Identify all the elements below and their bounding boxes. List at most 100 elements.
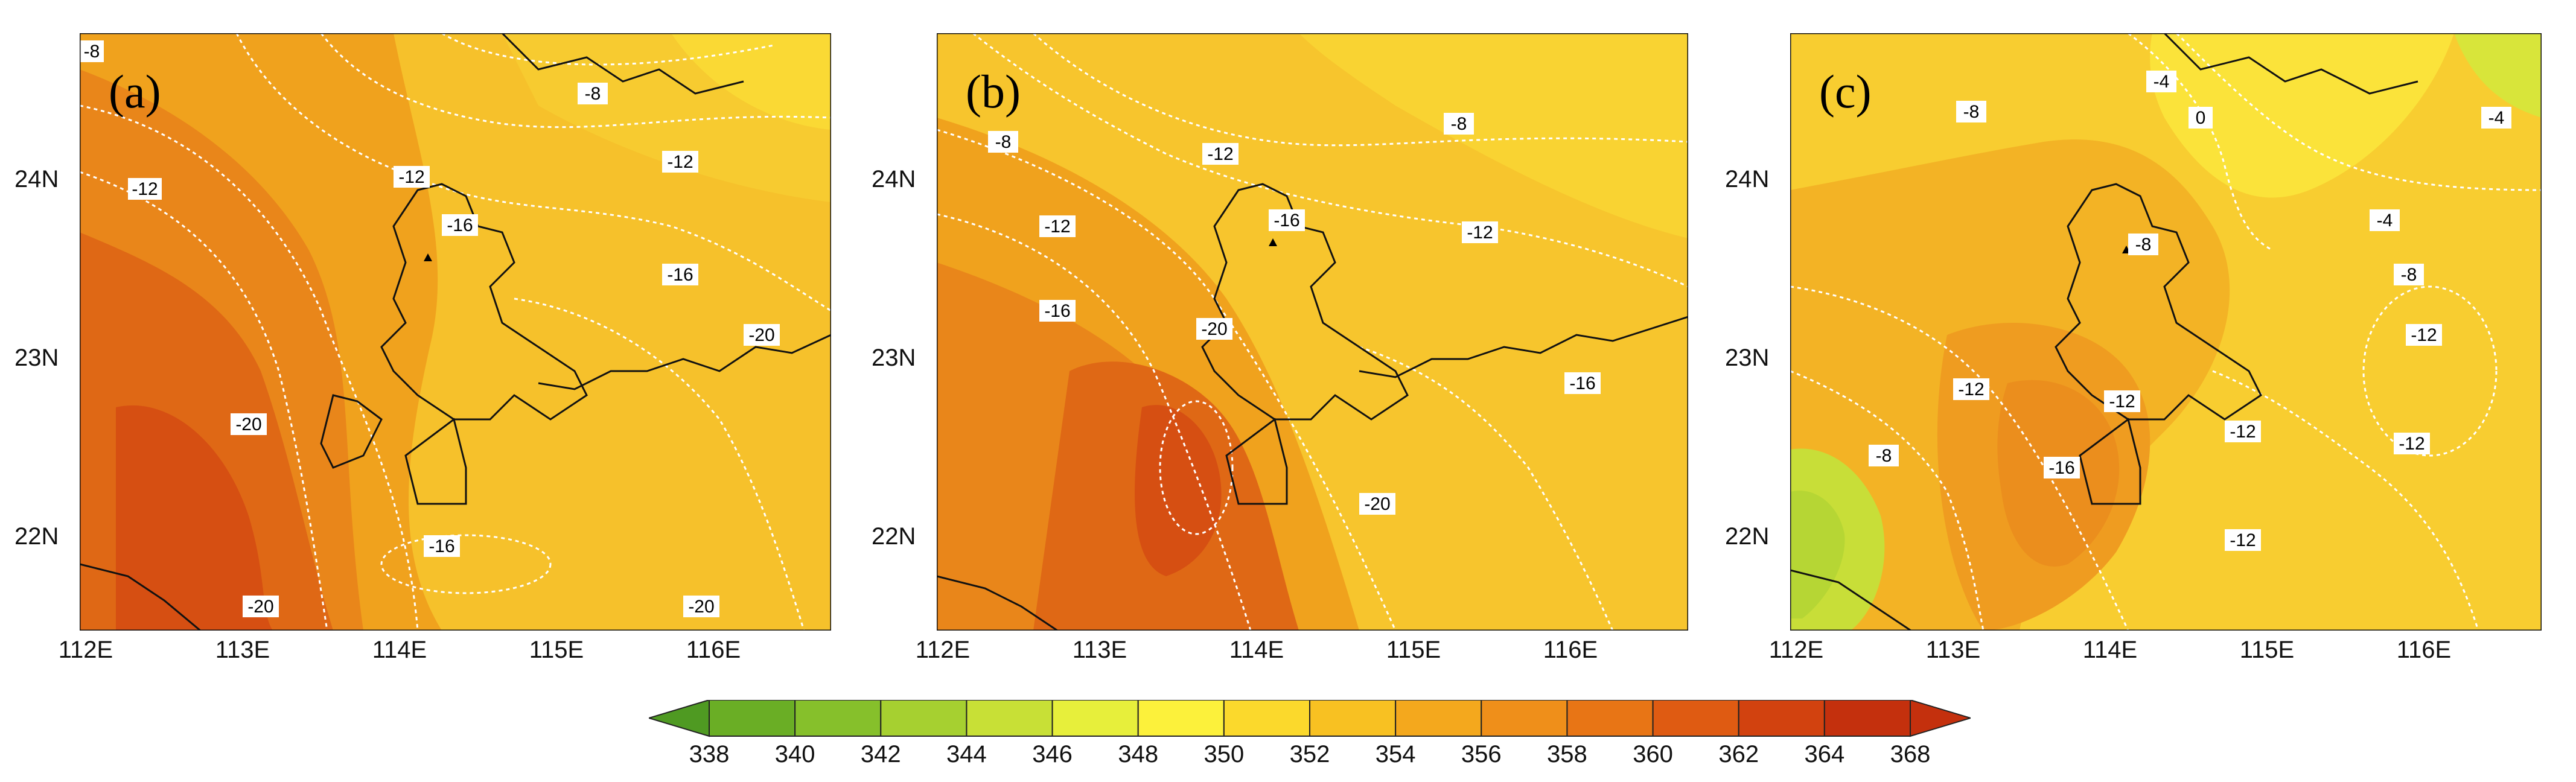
colorbar-tick-label: 344	[946, 741, 987, 768]
colorbar-bin	[1137, 700, 1225, 737]
y-tick-label: 24N	[14, 166, 59, 192]
y-tick-label: 22N	[872, 523, 916, 550]
colorbar-bin	[880, 700, 968, 737]
y-tick-label: 23N	[14, 345, 59, 371]
colorbar-bin	[709, 700, 796, 737]
colorbar-max-arrow	[1910, 700, 1971, 737]
colorbar-tick-label: 354	[1375, 741, 1416, 768]
contour-label: -16	[1044, 301, 1070, 321]
contour-label: -12	[2399, 434, 2425, 454]
colorbar-tick-label: 360	[1633, 741, 1673, 768]
contour-label: -12	[667, 152, 693, 172]
contour-label: -16	[667, 265, 693, 285]
panel-c: -4 0 -8 -4 -4 -8 -8 -12 -12 -12 -12 -12 …	[1725, 33, 2542, 663]
x-tick-label: 114E	[372, 637, 427, 663]
y-tick-label: 22N	[1725, 523, 1770, 550]
colorbar-tick-label: 342	[860, 741, 901, 768]
contour-label: -4	[2154, 72, 2170, 92]
colorbar-bin	[1652, 700, 1739, 737]
panel-b-label: (b)	[966, 65, 1021, 118]
contour-label: -20	[748, 325, 774, 345]
contour-label: -20	[688, 597, 714, 617]
x-tick-label: 114E	[2082, 637, 2138, 663]
colorbar-bin	[1223, 700, 1310, 737]
x-tick-label: 115E	[2239, 637, 2295, 663]
x-tick-label: 112E	[1768, 637, 1824, 663]
colorbar-tick-label: 346	[1032, 741, 1073, 768]
colorbar-bin	[1738, 700, 1825, 737]
contour-label: 0	[2196, 108, 2206, 128]
contour-label: -8	[1451, 114, 1467, 134]
colorbar-bin	[794, 700, 882, 737]
panel-a-map: -12 -8 -8 -12 -12 -16 -16 -20 -20 -16 -2…	[80, 33, 831, 631]
colorbar-bin	[1051, 700, 1139, 737]
x-tick-label: 116E	[1543, 637, 1598, 663]
y-tick-label: 23N	[872, 345, 916, 371]
contour-label: -12	[2230, 422, 2256, 442]
y-tick-label: 23N	[1725, 345, 1770, 371]
contour-label: -20	[1201, 319, 1227, 339]
contour-label: -12	[2109, 392, 2135, 412]
contour-label: -4	[2377, 211, 2393, 230]
contour-label: -8	[2135, 235, 2152, 255]
colorbar-bin	[1566, 700, 1654, 737]
contour-label: -20	[235, 415, 261, 434]
colorbar-bin	[1309, 700, 1397, 737]
panel-a-label: (a)	[109, 65, 161, 118]
contour-label: -12	[1207, 144, 1233, 164]
contour-label: -12	[2230, 530, 2256, 550]
contour-label: -8	[2401, 265, 2417, 285]
x-tick-label: 112E	[58, 637, 113, 663]
contour-label: -16	[1274, 211, 1299, 230]
contour-label: -8	[1876, 446, 1892, 466]
x-tick-label: 115E	[529, 637, 584, 663]
y-tick-label: 22N	[14, 523, 59, 550]
contour-label: -8	[995, 132, 1012, 152]
x-tick-label: 116E	[686, 637, 741, 663]
contour-label: -12	[1467, 223, 1493, 243]
colorbar-tick-label: 362	[1718, 741, 1759, 768]
colorbar-tick-label: 364	[1804, 741, 1845, 768]
contour-label: -20	[247, 597, 273, 617]
panel-c-map: -4 0 -8 -4 -4 -8 -8 -12 -12 -12 -12 -12 …	[1790, 33, 2542, 631]
contour-label: -12	[1044, 217, 1070, 237]
contour-label: -16	[429, 536, 454, 556]
panel-a: -12 -8 -8 -12 -12 -16 -16 -20 -20 -16 -2…	[14, 33, 831, 663]
colorbar-tick-label: 348	[1118, 741, 1159, 768]
x-tick-label: 112E	[915, 637, 971, 663]
colorbar	[649, 700, 1971, 737]
contour-label: -12	[132, 179, 158, 199]
contour-label: -8	[84, 42, 100, 62]
contour-label: -4	[2488, 108, 2505, 128]
colorbar-tick-label: 338	[689, 741, 730, 768]
contour-label: -16	[2048, 458, 2074, 478]
colorbar-tick-label: 356	[1461, 741, 1502, 768]
x-tick-label: 115E	[1386, 637, 1441, 663]
x-tick-label: 113E	[1925, 637, 1981, 663]
panel-b: -8 -8 -12 -12 -12 -16 -16 -20 -20 -16 (b…	[872, 33, 1688, 663]
colorbar-bin	[1395, 700, 1482, 737]
panel-c-label: (c)	[1819, 65, 1872, 118]
colorbar-tick-label: 352	[1289, 741, 1330, 768]
x-tick-label: 114E	[1229, 637, 1284, 663]
colorbar-tick-label: 340	[774, 741, 815, 768]
contour-label: -12	[398, 167, 424, 187]
contour-label: -16	[1569, 374, 1595, 393]
contour-label: -12	[1958, 380, 1984, 399]
colorbar-tick-label: 350	[1204, 741, 1245, 768]
colorbar-bin	[1481, 700, 1568, 737]
contour-label: -12	[2411, 325, 2437, 345]
colorbar-tick-label: 368	[1890, 741, 1931, 768]
x-tick-label: 113E	[1072, 637, 1127, 663]
contour-label: -20	[1364, 494, 1390, 514]
colorbar-bin	[966, 700, 1053, 737]
panel-b-map: -8 -8 -12 -12 -12 -16 -16 -20 -20 -16	[937, 33, 1688, 631]
colorbar-tick-label: 358	[1547, 741, 1587, 768]
contour-label: -8	[585, 84, 601, 104]
y-tick-label: 24N	[872, 166, 916, 192]
x-tick-label: 116E	[2396, 637, 2452, 663]
contour-label: -8	[1963, 102, 1980, 122]
contour-label: -16	[447, 215, 473, 235]
x-tick-label: 113E	[215, 637, 270, 663]
colorbar-min-arrow	[649, 700, 710, 737]
